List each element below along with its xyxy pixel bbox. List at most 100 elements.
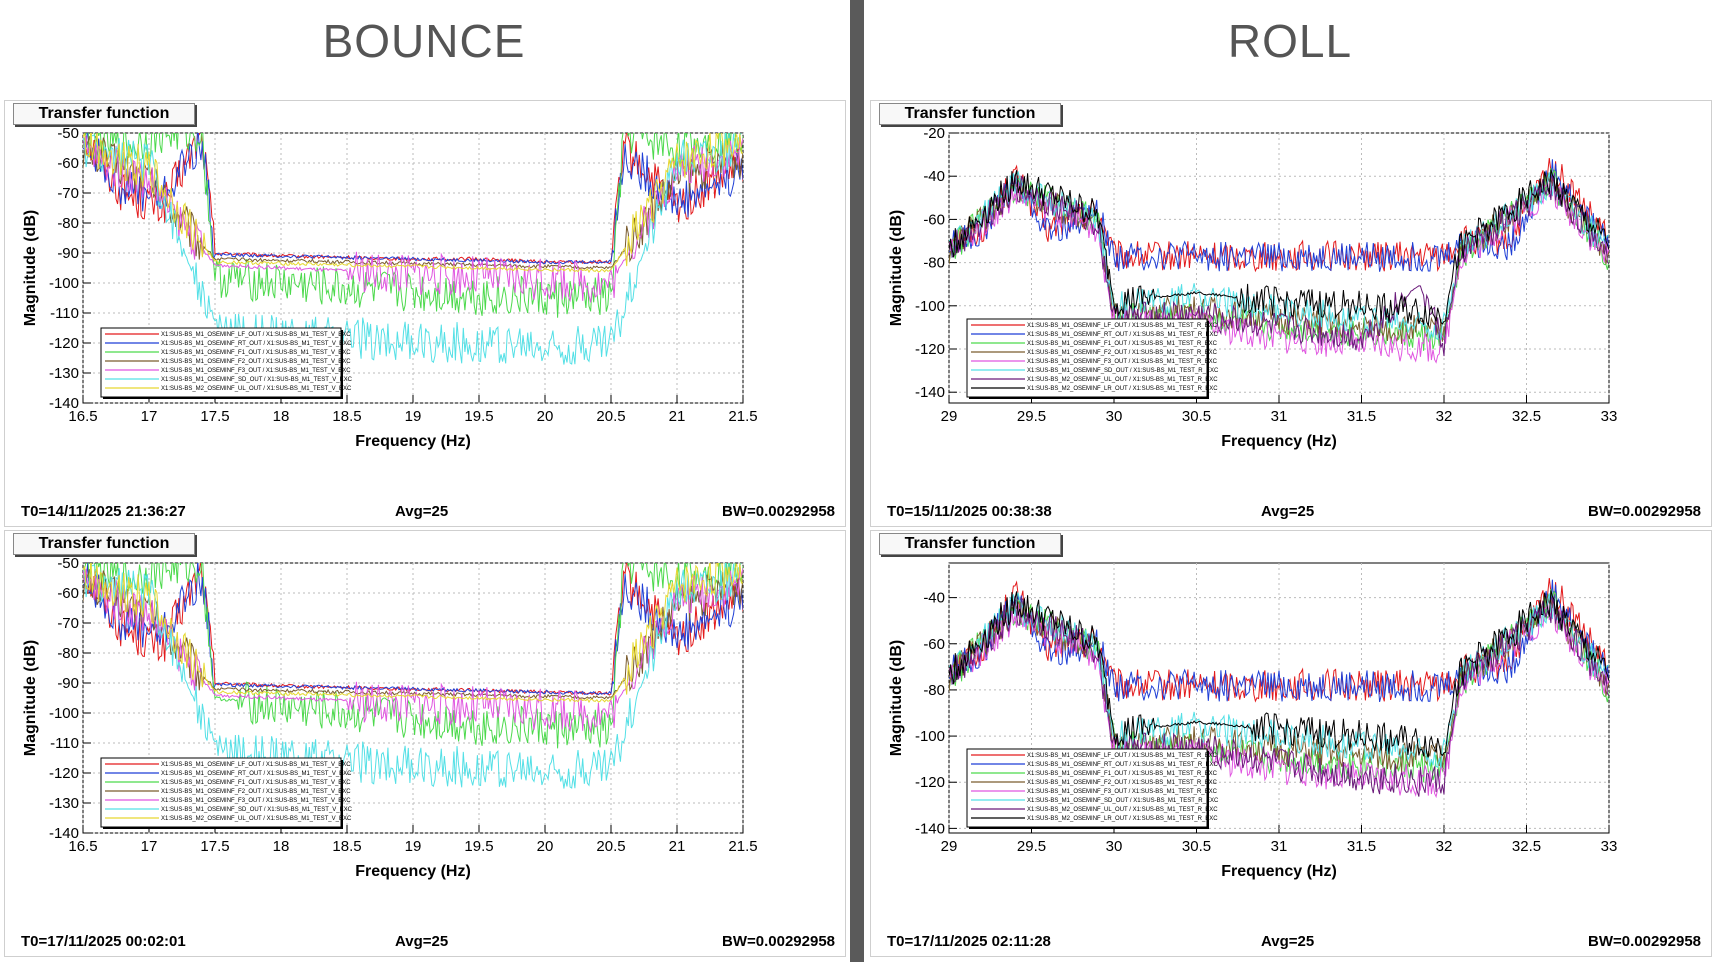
y-tick-label: -100 [49,705,79,722]
x-tick-label: 19 [405,408,422,425]
y-tick-label: -60 [57,585,79,602]
series-line [83,563,743,696]
x-tick-label: 33 [1601,408,1618,425]
legend-entry: X1:SUS-BS_M1_OSEMINF_RT_OUT / X1:SUS-BS_… [1027,762,1219,768]
x-tick-label: 21.5 [728,408,757,425]
y-tick-label: -110 [50,735,79,752]
x-axis-title: Frequency (Hz) [355,863,471,880]
y-tick-label: -80 [57,645,79,662]
legend-entry: X1:SUS-BS_M2_OSEMINF_UL_OUT / X1:SUS-BS_… [161,816,352,822]
legend-box [966,748,1208,828]
chart-svg-bounce-2: 16.5 17 17.5 18 18.5 19 19.5 20 20.5 21 21.5 -50 -60… [22,555,758,880]
y-tick-label: -120 [915,774,945,791]
x-tick-label: 29 [941,408,958,425]
chart-panel-bounce-1: 16.5 17 17.5 18 18.5 19 19.5 20 20.5 21 21.5 -50 -60… [4,100,846,527]
legend-entry: X1:SUS-BS_M1_OSEMINF_F1_OUT / X1:SUS-BS_… [161,350,351,356]
series-line [949,590,1609,758]
x-tick-label: 20.5 [596,838,625,855]
y-tick-label: -100 [49,275,79,292]
x-tick-label: 20.5 [596,408,625,425]
legend-entry: X1:SUS-BS_M1_OSEMINF_F3_OUT / X1:SUS-BS_… [161,368,351,374]
y-tick-label: -120 [915,341,945,358]
legend-entry: X1:SUS-BS_M1_OSEMINF_LF_OUT / X1:SUS-BS_… [1027,753,1218,759]
x-tick-label: 30.5 [1182,838,1211,855]
x-tick-label: 16.5 [68,408,97,425]
series-line [83,133,743,265]
legend-entry: X1:SUS-BS_M2_OSEMINF_LR_OUT / X1:SUS-BS_… [1027,386,1218,392]
footer-t0: T0=14/11/2025 21:36:27 [21,503,186,520]
y-tick-label: -100 [915,728,945,745]
x-tick-label: 18.5 [332,408,361,425]
chart-panel-roll-1: 29 29.5 30 30.5 31 31.5 32 32.5 33 -20 -40 -60 -80 -1… [870,100,1712,527]
x-tick-label: 30 [1106,408,1123,425]
legend-box [100,757,342,828]
x-tick-label: 19.5 [464,838,493,855]
legend-entry: X1:SUS-BS_M1_OSEMINF_SD_OUT / X1:SUS-BS_… [1027,798,1219,804]
footer-avg: Avg=25 [1261,933,1315,950]
legend-entry: X1:SUS-BS_M2_OSEMINF_UL_OUT / X1:SUS-BS_… [1027,807,1218,813]
x-tick-label: 32.5 [1512,838,1541,855]
footer-bw: BW=0.00292958 [722,933,835,950]
roll-title: ROLL [1227,15,1353,67]
y-tick-label: -120 [49,765,79,782]
footer-t0: T0=15/11/2025 00:38:38 [887,503,1052,520]
x-tick-label: 17.5 [200,838,229,855]
footer-bw: BW=0.00292958 [1588,933,1701,950]
x-tick-label: 32 [1436,838,1453,855]
y-tick-label: -40 [923,590,945,607]
x-tick-label: 30 [1106,838,1123,855]
y-tick-label: -120 [49,335,79,352]
legend-entry: X1:SUS-BS_M1_OSEMINF_RT_OUT / X1:SUS-BS_… [1027,332,1219,338]
y-tick-label: -140 [49,825,79,842]
series-line [83,563,742,789]
chart-svg-roll-2: 29 29.5 30 30.5 31 31.5 32 32.5 33 -40 -60 -80 -100 -… [888,562,1618,880]
x-tick-label: 32.5 [1512,408,1541,425]
x-tick-label: 31.5 [1347,408,1376,425]
x-tick-label: 33 [1601,838,1618,855]
series-line [83,133,743,274]
footer-avg: Avg=25 [395,933,449,950]
y-tick-label: -50 [57,125,79,142]
chart-svg-bounce-1: 16.5 17 17.5 18 18.5 19 19.5 20 20.5 21 21.5 -50 -60… [22,125,758,450]
legend-entry: X1:SUS-BS_M1_OSEMINF_F1_OUT / X1:SUS-BS_… [1027,771,1218,777]
y-tick-label: -80 [923,255,945,272]
y-tick-label: -90 [57,675,79,692]
y-tick-label: -100 [915,298,945,315]
footer-avg: Avg=25 [1261,503,1315,520]
series-group [83,133,743,365]
x-tick-label: 29 [941,838,958,855]
x-axis-title: Frequency (Hz) [1221,433,1337,450]
y-tick-label: -80 [57,215,79,232]
legend-entry: X1:SUS-BS_M2_OSEMINF_UL_OUT / X1:SUS-BS_… [1027,377,1218,383]
legend-entry: X1:SUS-BS_M1_OSEMINF_F2_OUT / X1:SUS-BS_… [1027,780,1218,786]
x-tick-label: 30.5 [1182,408,1211,425]
x-tick-label: 19 [405,838,422,855]
series-line [83,133,743,265]
y-axis-title: Magnitude (dB) [888,210,905,326]
y-tick-label: -140 [915,384,945,401]
bounce-title: BOUNCE [322,15,526,67]
x-tick-label: 18.5 [332,838,361,855]
x-tick-label: 31.5 [1347,838,1376,855]
bounce-column: BOUNCE 16.5 17 17.5 18 18.5 19 19.5 20 20.5 21 21.… [0,0,848,962]
legend-entry: X1:SUS-BS_M1_OSEMINF_SD_OUT / X1:SUS-BS_… [1027,368,1219,374]
y-tick-label: -60 [923,211,945,228]
x-tick-label: 21.5 [728,838,757,855]
legend-entry: X1:SUS-BS_M1_OSEMINF_F3_OUT / X1:SUS-BS_… [161,798,351,804]
x-tick-label: 29.5 [1017,408,1046,425]
y-tick-label: -140 [49,395,79,412]
y-tick-label: -20 [923,125,945,142]
legend-entry: X1:SUS-BS_M1_OSEMINF_F2_OUT / X1:SUS-BS_… [1027,350,1218,356]
x-tick-label: 31 [1271,838,1288,855]
legend-box [966,318,1208,398]
series-line [949,579,1609,703]
legend-entry: X1:SUS-BS_M1_OSEMINF_LF_OUT / X1:SUS-BS_… [161,332,351,338]
y-axis-title: Magnitude (dB) [22,640,39,756]
y-tick-label: -70 [57,615,79,632]
transfer-function-label: Transfer function [13,103,195,125]
series-line [949,169,1609,326]
x-tick-label: 21 [669,838,686,855]
y-axis-title: Magnitude (dB) [22,210,39,326]
footer-bw: BW=0.00292958 [722,503,835,520]
legend-entry: X1:SUS-BS_M1_OSEMINF_RT_OUT / X1:SUS-BS_… [161,771,352,777]
